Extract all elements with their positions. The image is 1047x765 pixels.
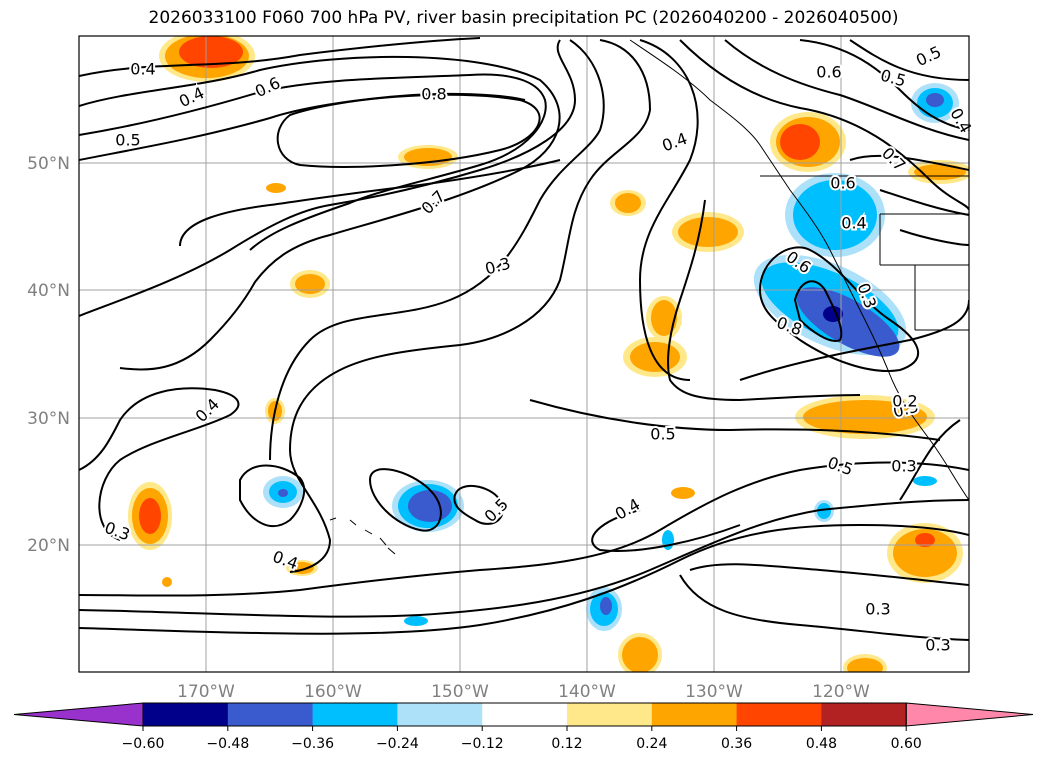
- colorbar: −0.60 −0.48 −0.36 −0.24 −0.12 0.12 0.24 0.36 0.4…: [13, 702, 1034, 752]
- colorbar-extend-high: [905, 702, 1034, 727]
- map-frame: [78, 35, 970, 673]
- colorbar-segment: [397, 703, 483, 726]
- contour-label: 0.5: [115, 131, 140, 150]
- colorbar-segment: [312, 703, 398, 726]
- lat-label: 20°N: [27, 536, 70, 556]
- colorbar-tick-label: −0.48: [206, 736, 249, 752]
- lon-label: 120°W: [812, 682, 870, 702]
- colorbar-tick-label: 0.24: [636, 736, 667, 752]
- contour-label: 0.4: [841, 214, 866, 233]
- colorbar-segment: [143, 703, 229, 726]
- coastlines: [329, 39, 969, 555]
- lat-label: 40°N: [27, 281, 70, 301]
- contour-label: 0.3: [925, 636, 950, 655]
- lat-label: 30°N: [27, 409, 70, 429]
- lon-label: 160°W: [304, 682, 362, 702]
- colorbar-tick-label: −0.36: [291, 736, 334, 752]
- lon-label: 140°W: [558, 682, 616, 702]
- colorbar-segment: [736, 703, 822, 726]
- lat-labels: 50°N 40°N 30°N 20°N: [27, 154, 70, 556]
- colorbar-tick-label: 0.36: [721, 736, 752, 752]
- lat-label: 50°N: [27, 154, 70, 174]
- lon-label: 170°W: [177, 682, 235, 702]
- colorbar-tick-label: 0.60: [891, 736, 922, 752]
- colorbar-tick-label: −0.24: [376, 736, 419, 752]
- lon-label: 130°W: [685, 682, 743, 702]
- lon-labels: 170°W 160°W 150°W 140°W 130°W 120°W: [177, 682, 870, 702]
- contour-label: 0.3: [891, 457, 916, 476]
- colorbar-segment: [482, 703, 568, 726]
- colorbar-segment: [651, 703, 738, 726]
- colorbar-tick-label: −0.60: [122, 736, 165, 752]
- lon-label: 150°W: [431, 682, 489, 702]
- pv-contours: [79, 37, 969, 641]
- contour-label: 0.8: [421, 85, 446, 104]
- colorbar-segment: [227, 703, 314, 726]
- contour-label: 0.3: [865, 600, 890, 619]
- colorbar-tick-label: −0.12: [461, 736, 504, 752]
- colorbar-segment: [821, 703, 907, 726]
- colorbar-extend-low: [13, 702, 144, 727]
- contour-label: 0.6: [830, 174, 855, 193]
- contour-label: 0.2: [892, 392, 917, 411]
- contour-label: 0.5: [650, 425, 675, 444]
- contour-label: 0.4: [130, 60, 155, 79]
- colorbar-segment: [567, 703, 653, 726]
- map-title: 2026033100 F060 700 hPa PV, river basin …: [148, 8, 899, 28]
- contour-label: 0.6: [816, 63, 841, 82]
- colorbar-frame: [142, 702, 907, 727]
- colorbar-tick-label: 0.12: [551, 736, 582, 752]
- colorbar-tick-label: 0.48: [806, 736, 837, 752]
